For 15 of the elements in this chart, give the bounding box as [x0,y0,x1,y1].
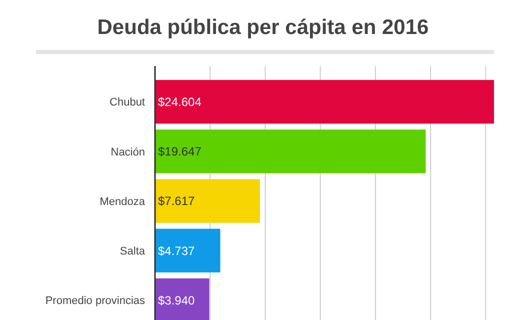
y-tick-label: Promedio provincias [45,295,146,308]
data-label: $4.737 [158,244,196,258]
chart-title: Deuda pública per cápita en 2016 [97,16,429,39]
bar [155,179,260,223]
bar [155,130,426,174]
y-tick-label: Nación [110,146,145,158]
data-label: $24.604 [158,95,202,110]
data-label: $7.617 [158,194,196,208]
data-label: $3.940 [158,293,196,308]
data-label: $19.647 [158,144,202,159]
y-tick-label: Mendoza [100,196,146,208]
y-tick-label: Salta [120,245,146,258]
bar [155,80,494,124]
y-tick-label: Chubut [110,96,145,109]
bar [155,228,220,272]
